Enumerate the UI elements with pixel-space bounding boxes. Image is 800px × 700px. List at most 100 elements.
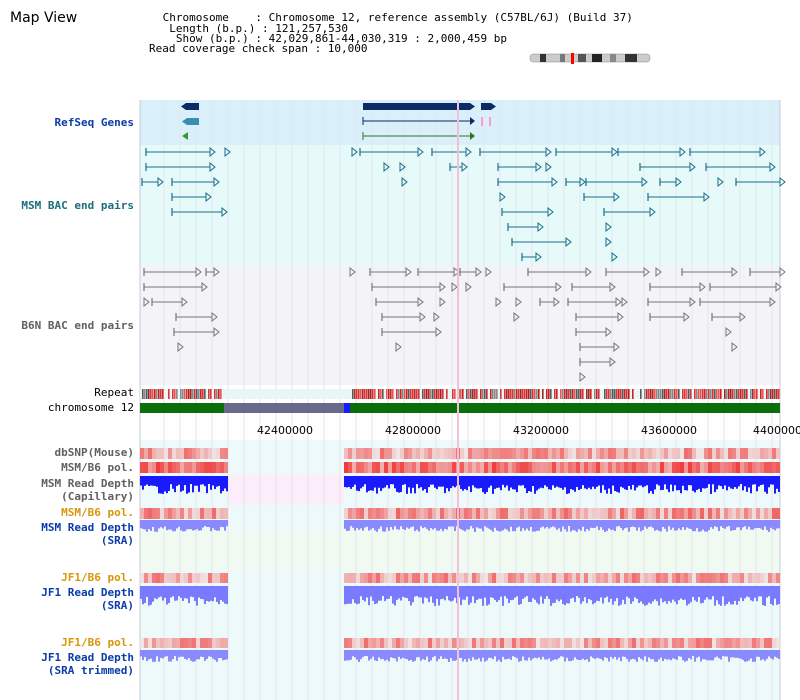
bac-end-pair[interactable] [621,296,628,308]
bac-end-pair[interactable] [699,296,776,308]
bac-end-pair[interactable] [513,311,520,323]
chromosome-ideogram[interactable] [529,53,651,64]
jf1-b6-pol-track-2[interactable] [140,638,780,648]
gene-feature[interactable] [187,118,199,125]
bac-end-pair[interactable] [681,266,738,278]
track-label-msm-depth-capillary[interactable]: MSM Read Depth [41,477,134,490]
bac-end-pair[interactable] [381,326,442,338]
bac-end-pair[interactable] [499,191,506,203]
bac-end-pair[interactable] [567,296,622,308]
bac-end-pair[interactable] [711,311,746,323]
bac-end-pair[interactable] [605,221,612,233]
gene-feature[interactable] [186,103,199,110]
bac-end-pair[interactable] [649,281,706,293]
bac-end-pair[interactable] [647,191,710,203]
bac-end-pair[interactable] [451,281,458,293]
track-label-refseq[interactable]: RefSeq Genes [55,116,134,129]
bac-end-pair[interactable] [705,161,776,173]
bac-end-pair[interactable] [605,266,650,278]
bac-end-pair[interactable] [655,266,662,278]
bac-end-pair[interactable] [649,311,690,323]
chromosome-bar[interactable] [140,403,780,413]
bac-end-pair[interactable] [717,176,724,188]
bac-end-pair[interactable] [449,161,468,173]
bac-end-pair[interactable] [141,176,164,188]
bac-end-pair[interactable] [401,176,408,188]
bac-end-pair[interactable] [539,296,560,308]
bac-end-pair[interactable] [479,146,552,158]
bac-end-pair[interactable] [465,281,472,293]
bac-end-pair[interactable] [399,161,406,173]
bac-end-pair[interactable] [605,236,612,248]
track-label-chromosome[interactable]: chromosome 12 [48,401,134,414]
bac-end-pair[interactable] [205,266,220,278]
track-label-dbsnp[interactable]: dbSNP(Mouse) [55,446,134,459]
bac-end-pair[interactable] [371,281,446,293]
msm-read-depth-capillary-track[interactable] [140,476,780,494]
bac-end-pair[interactable] [731,341,738,353]
bac-end-pair[interactable] [369,266,412,278]
bac-end-pair[interactable] [359,146,424,158]
bac-end-pair[interactable] [571,281,616,293]
bac-end-pair[interactable] [439,296,446,308]
bac-end-pair[interactable] [555,146,618,158]
bac-end-pair[interactable] [735,176,786,188]
bac-end-pair[interactable] [171,191,212,203]
bac-end-pair[interactable] [689,146,766,158]
track-label-msm-b6-pol-2[interactable]: MSM/B6 pol. [61,506,134,519]
jf1-b6-pol-track-1[interactable] [140,573,780,583]
bac-end-pair[interactable] [579,341,620,353]
bac-end-pair[interactable] [171,176,220,188]
track-label-repeat[interactable]: Repeat [94,386,134,399]
bac-end-pair[interactable] [459,266,482,278]
bac-end-pair[interactable] [575,311,624,323]
msm-bac-end-pairs-track[interactable] [141,146,786,263]
bac-end-pair[interactable] [177,341,184,353]
bac-end-pair[interactable] [501,206,554,218]
bac-end-pair[interactable] [175,311,218,323]
bac-end-pair[interactable] [507,221,544,233]
bac-end-pair[interactable] [575,326,612,338]
gene-feature[interactable] [363,103,470,110]
b6n-bac-end-pairs-track[interactable] [143,266,786,383]
track-label-b6n-bac[interactable]: B6N BAC end pairs [21,319,134,332]
bac-end-pair[interactable] [521,251,542,263]
bac-end-pair[interactable] [585,176,648,188]
bac-end-pair[interactable] [659,176,682,188]
gene-feature[interactable] [481,103,491,110]
track-label-msm-bac[interactable]: MSM BAC end pairs [21,199,134,212]
jf1-read-depth-sra-track[interactable] [140,586,780,606]
msm-b6-pol-track-2[interactable] [140,508,780,519]
msm-b6-pol-track-1[interactable] [140,462,780,473]
bac-end-pair[interactable] [617,146,686,158]
bac-end-pair[interactable] [545,161,552,173]
bac-end-pair[interactable] [725,326,732,338]
bac-end-pair[interactable] [485,266,492,278]
bac-end-pair[interactable] [503,281,562,293]
gene-feature[interactable] [182,132,188,140]
bac-end-pair[interactable] [349,266,356,278]
bac-end-pair[interactable] [583,191,620,203]
bac-end-pair[interactable] [749,266,786,278]
bac-end-pair[interactable] [511,236,572,248]
bac-end-pair[interactable] [143,281,208,293]
track-label-jf1-b6-pol-1[interactable]: JF1/B6 pol. [61,571,134,584]
track-label-msm-b6-pol-1[interactable]: MSM/B6 pol. [61,461,134,474]
bac-end-pair[interactable] [495,296,502,308]
track-label-jf1-b6-pol-2[interactable]: JF1/B6 pol. [61,636,134,649]
bac-end-pair[interactable] [497,176,558,188]
bac-end-pair[interactable] [417,266,460,278]
jf1-read-depth-trimmed-track[interactable] [140,650,780,662]
bac-end-pair[interactable] [383,161,390,173]
bac-end-pair[interactable] [381,311,426,323]
repeat-track[interactable] [142,389,780,399]
msm-read-depth-sra-track[interactable] [140,520,780,532]
bac-end-pair[interactable] [173,326,220,338]
bac-end-pair[interactable] [151,296,188,308]
bac-end-pair[interactable] [579,371,586,383]
bac-end-pair[interactable] [224,146,231,158]
bac-end-pair[interactable] [375,296,424,308]
bac-end-pair[interactable] [171,206,228,218]
track-label-msm-depth-sra[interactable]: MSM Read Depth [41,521,134,534]
